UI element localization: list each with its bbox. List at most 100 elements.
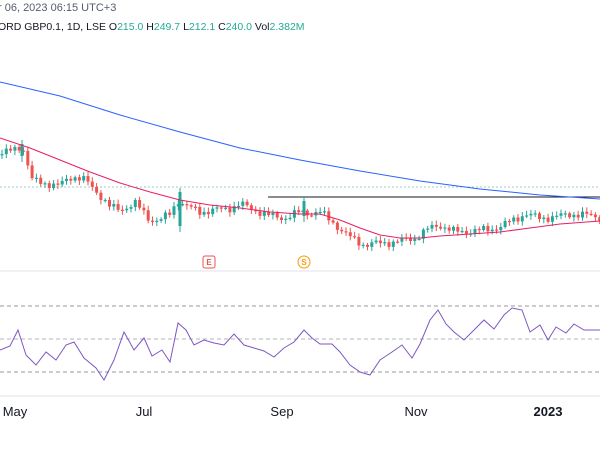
- candle-body: [284, 218, 288, 220]
- candle-body: [189, 205, 193, 207]
- candle-body: [598, 217, 600, 221]
- candle-body: [142, 207, 146, 211]
- candle-body: [477, 228, 481, 231]
- candle-body: [447, 227, 451, 231]
- candle-body: [378, 240, 382, 244]
- candle-body: [159, 219, 163, 221]
- x-axis-label-may: May: [3, 404, 28, 419]
- candle-body: [327, 211, 331, 221]
- candle-body: [86, 176, 90, 182]
- candle-body: [129, 207, 133, 209]
- candle-body: [232, 206, 236, 213]
- candle-body: [267, 211, 271, 216]
- candle-body: [460, 230, 464, 233]
- candle-body: [344, 231, 348, 233]
- candle-body: [138, 199, 142, 208]
- candle-body: [56, 183, 60, 185]
- earnings-marker[interactable]: E: [202, 255, 216, 269]
- earnings-marker-box: [202, 255, 216, 269]
- candle-body: [456, 226, 460, 232]
- candle-body: [533, 213, 537, 215]
- candle-body: [443, 227, 447, 229]
- candle-body: [249, 205, 253, 210]
- candle-body: [310, 215, 314, 217]
- candle-body: [17, 147, 21, 151]
- candle-body: [396, 241, 400, 243]
- x-axis-label-jul: Jul: [136, 404, 153, 419]
- candle-body: [550, 216, 554, 222]
- candle-body: [529, 213, 533, 216]
- candle-body: [490, 229, 494, 232]
- candle-body: [585, 211, 589, 214]
- candle-body: [65, 178, 68, 181]
- candle-body: [357, 236, 361, 246]
- candle-body: [430, 224, 434, 229]
- candle-body: [383, 242, 387, 244]
- candle-body: [589, 213, 593, 215]
- candle-body: [181, 204, 185, 206]
- candle-body: [499, 227, 503, 231]
- candle-body: [224, 207, 228, 209]
- candle-body: [215, 207, 219, 209]
- ohlc-high-key: H: [146, 21, 154, 33]
- ohlc-low-value: 212.1: [188, 21, 216, 33]
- candle-body: [90, 181, 94, 187]
- candle-body: [206, 211, 210, 215]
- candle-body: [95, 186, 99, 193]
- candle-body: [353, 236, 357, 238]
- candle-body: [26, 150, 30, 166]
- candle-body: [219, 207, 223, 209]
- candle-body: [464, 230, 468, 234]
- candle-body: [361, 244, 365, 247]
- candle-body: [103, 199, 107, 202]
- candle-body: [473, 228, 477, 234]
- candle-body: [82, 176, 86, 181]
- candle-body: [228, 207, 232, 213]
- candle-body: [288, 217, 292, 220]
- candle-body: [39, 177, 43, 184]
- candle-body: [417, 238, 421, 241]
- candle-body: [370, 242, 374, 247]
- candle-body: [366, 244, 369, 247]
- candle-body: [512, 217, 516, 222]
- candle-body: [108, 199, 111, 207]
- split-marker[interactable]: S: [297, 255, 311, 269]
- candle-body: [482, 226, 486, 230]
- candle-body: [593, 214, 597, 218]
- candle-body: [568, 213, 572, 218]
- candle-body: [546, 217, 550, 222]
- x-axis-label-sep: Sep: [270, 404, 293, 419]
- candle-body: [318, 211, 322, 214]
- candle-body: [538, 213, 541, 220]
- x-axis-label-nov: Nov: [404, 404, 428, 419]
- candle-body: [391, 241, 395, 247]
- candle-body: [168, 212, 172, 215]
- candle-body: [426, 228, 430, 230]
- candle-body: [340, 229, 344, 232]
- candle-body: [271, 212, 275, 216]
- ohlc-open-key: O: [108, 21, 118, 33]
- candle-body: [4, 148, 8, 155]
- candle-body: [116, 204, 120, 210]
- candle-body: [120, 209, 124, 211]
- candle-body: [387, 242, 391, 247]
- header-legend: ORD GBP0.1, 1D, LSE O215.0 H249.7 L212.1…: [0, 21, 305, 33]
- candle-body: [176, 204, 180, 207]
- candle-body: [581, 211, 584, 218]
- candle-body: [69, 178, 73, 181]
- candle-body: [13, 147, 17, 151]
- candle-body: [77, 177, 81, 181]
- candle-body: [52, 183, 56, 188]
- candle-body: [516, 217, 520, 222]
- candle-body: [542, 217, 546, 220]
- earnings-marker-label: E: [206, 258, 212, 267]
- candle-body: [30, 165, 34, 179]
- candle-body: [20, 144, 24, 156]
- candle-body: [331, 220, 335, 223]
- candle-body: [146, 210, 150, 221]
- candle-body: [520, 216, 524, 222]
- candle-body: [275, 212, 279, 218]
- candle-body: [125, 208, 129, 211]
- candle-body: [525, 215, 529, 217]
